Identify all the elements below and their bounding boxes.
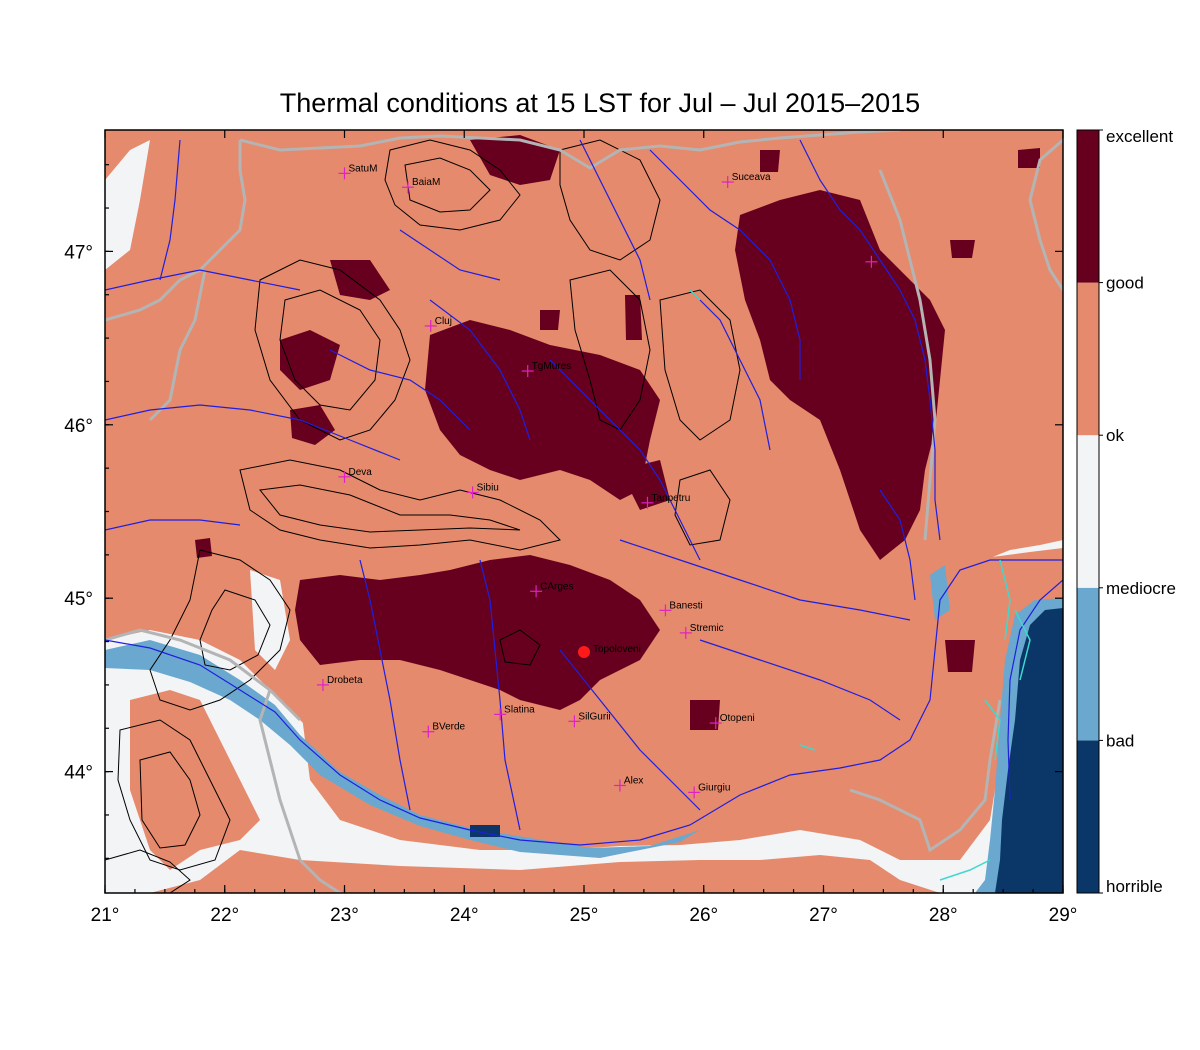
station-label: Otopeni <box>720 713 755 724</box>
legend-label-mediocre: mediocre <box>1106 579 1176 598</box>
contour-lines <box>105 139 741 893</box>
y-tick-label: 46° <box>64 416 93 437</box>
x-tick-label: 29° <box>1049 905 1078 926</box>
y-tick-label: 45° <box>64 589 93 610</box>
y-tick-label: 47° <box>64 242 93 263</box>
highlight-station-label: Topoloveni <box>593 644 641 655</box>
country-borders <box>105 130 1063 893</box>
highlight-station-dot <box>578 645 590 658</box>
station-marker: Tanpetru <box>641 493 690 509</box>
stations: SatuM BaiaM Suceava Cluj TgMures Deva Sibiu Tan… <box>316 163 878 799</box>
legend-bin-good <box>1077 130 1099 283</box>
station-marker <box>865 255 878 268</box>
legend-bin-mediocre <box>1077 435 1099 588</box>
legend-label-bad: bad <box>1106 731 1134 750</box>
x-tick-label: 26° <box>689 905 718 926</box>
station-marker: Otopeni <box>709 713 755 730</box>
legend-frame <box>1076 129 1100 894</box>
station-label: SatuM <box>349 163 378 174</box>
station-label: Sibiu <box>477 482 499 493</box>
station-label: Drobeta <box>327 675 363 686</box>
station-label: Slatina <box>504 704 535 715</box>
legend-bin-bad <box>1077 587 1099 741</box>
station-label: Alex <box>624 775 643 786</box>
station-label: TgMures <box>532 361 571 372</box>
legend-colorbar: excellent good ok mediocre bad horrible <box>1076 127 1176 896</box>
station-label: BVerde <box>432 722 465 733</box>
x-tick-label: 22° <box>210 905 239 926</box>
good-zone <box>195 135 1040 730</box>
x-tick-label: 27° <box>809 905 838 926</box>
station-label: Stremic <box>690 623 724 634</box>
map-title: Thermal conditions at 15 LST for Jul – J… <box>279 88 921 118</box>
y-tick-label: 44° <box>64 763 93 784</box>
station-marker: Suceava <box>721 172 771 189</box>
station-label: Suceava <box>732 172 771 183</box>
station-marker: Giurgiu <box>688 782 730 799</box>
x-tick-label: 23° <box>330 905 359 926</box>
station-marker: Alex <box>613 775 643 792</box>
legend-label-good: good <box>1106 274 1144 293</box>
station-marker: Cluj <box>424 316 452 332</box>
station-label: Tanpetru <box>651 493 690 504</box>
station-marker: Banesti <box>659 600 703 617</box>
legend-bin-horrible <box>1077 740 1099 893</box>
x-tick-label: 25° <box>570 905 599 926</box>
station-marker: Drobeta <box>316 675 363 691</box>
station-label: BaiaM <box>412 177 440 188</box>
station-label: Cluj <box>435 316 452 327</box>
legend-label-horrible: horrible <box>1106 877 1163 896</box>
x-tick-label: 24° <box>450 905 479 926</box>
station-marker: BVerde <box>422 722 466 738</box>
legend-label-excellent: excellent <box>1106 127 1173 146</box>
station-label: SilGurii <box>578 711 610 722</box>
station-marker: CArges <box>530 581 573 598</box>
axis-ticks <box>104 130 1064 893</box>
station-marker: Sibiu <box>466 482 499 499</box>
highlight-station: Topoloveni <box>578 644 641 658</box>
station-marker: Stremic <box>679 623 724 639</box>
legend-label-ok: ok <box>1106 426 1124 445</box>
station-label: CArges <box>540 581 573 592</box>
station-label: Banesti <box>669 600 702 611</box>
lakes <box>689 289 1031 881</box>
y-axis-labels: 44° 45° 46° 47° <box>64 242 93 783</box>
station-marker: Slatina <box>494 704 535 721</box>
station-marker: BaiaM <box>401 177 440 194</box>
rivers <box>105 139 1063 846</box>
map-plot-area <box>105 130 1063 893</box>
legend-bin-ok <box>1077 282 1099 436</box>
station-label: Deva <box>349 467 373 478</box>
x-axis-labels: 21° 22° 23° 24° 25° 26° 27° 28° 29° <box>91 905 1078 926</box>
station-marker: Deva <box>338 467 373 483</box>
station-label: Giurgiu <box>698 782 730 793</box>
x-tick-label: 21° <box>91 905 120 926</box>
station-marker: SilGurii <box>568 711 611 728</box>
station-marker: TgMures <box>521 361 571 378</box>
ok-zone <box>130 548 1063 870</box>
station-marker: SatuM <box>338 163 378 180</box>
x-tick-label: 28° <box>929 905 958 926</box>
